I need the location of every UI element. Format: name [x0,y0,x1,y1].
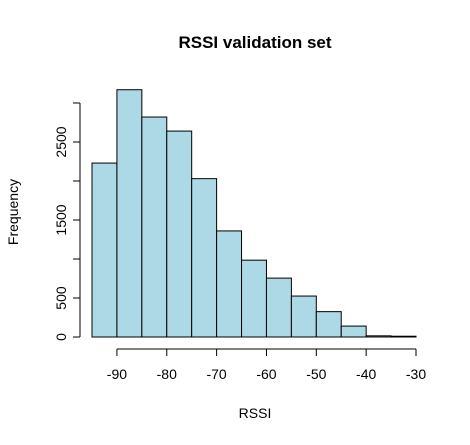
bars-group [91,89,417,338]
histogram-bar-12 [390,335,417,338]
histogram-bar-10 [340,325,367,338]
y-axis-label: Frequency [5,179,21,245]
x-axis: -90 -80 -70 -60 -50 -40 -30 [107,348,426,382]
histogram-bar-11 [365,335,392,338]
histogram-bar-1 [116,89,143,338]
x-tick-label: -90 [107,366,127,382]
y-tick-label: 2500 [53,126,69,157]
x-axis-label: RSSI [239,405,272,421]
y-axis: 0 500 1500 2500 [53,102,81,341]
x-tick-label: -70 [206,366,226,382]
histogram-bar-4 [191,178,218,338]
histogram-bar-5 [216,230,243,338]
histogram-bar-6 [241,259,267,338]
histogram-bar-7 [265,277,292,338]
chart-title: RSSI validation set [178,33,331,52]
x-tick-label: -60 [256,366,276,382]
x-tick-label: -50 [306,366,326,382]
histogram-bar-9 [315,311,342,338]
histogram-bar-8 [290,295,317,338]
histogram-bar-0 [91,162,118,338]
histogram-bar-2 [141,116,168,338]
histogram-bar-3 [166,130,193,338]
x-tick-label: -30 [406,366,426,382]
y-tick-label: 500 [53,286,69,310]
x-tick-label: -80 [157,366,177,382]
x-tick-label: -40 [356,366,376,382]
y-tick-label: 1500 [53,204,69,235]
y-tick-label: 0 [53,333,69,341]
